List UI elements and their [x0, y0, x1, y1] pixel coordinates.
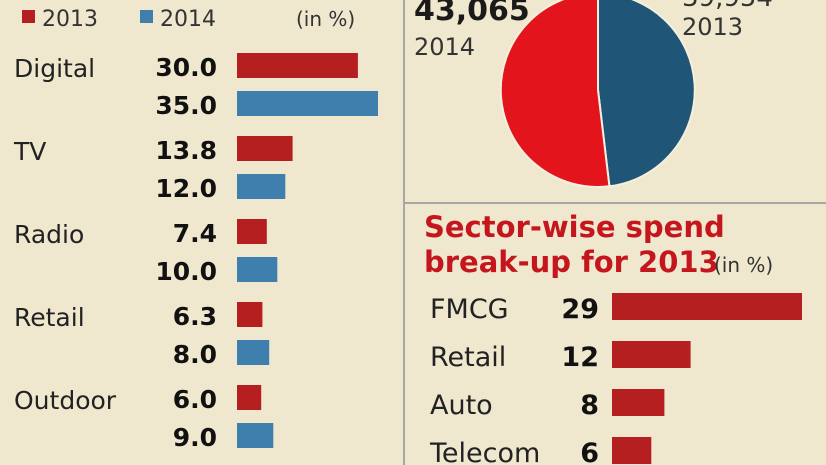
data-label: 9.0	[173, 423, 217, 452]
sector-title-line-1: Sector-wise spend	[424, 210, 725, 244]
sector-data-label: 6	[580, 438, 599, 465]
sector-data-label: 29	[561, 294, 599, 325]
category-label: Radio	[14, 220, 84, 249]
bar-2014	[237, 174, 286, 199]
data-label: 6.3	[173, 302, 217, 331]
sector-bar	[612, 341, 691, 368]
data-label: 10.0	[155, 257, 217, 286]
pie-year-2013: 2013	[682, 13, 743, 41]
media-bar-chart: Digital 30.0 35.0 TV 13.8 12.0 Radio 7.4 10.0 Ret…	[13, 53, 378, 452]
sector-category-label: Retail	[430, 342, 506, 373]
sector-category-label: FMCG	[430, 294, 509, 325]
total-spend-pie-chart: 43,065 2014 39,954 2013	[414, 0, 773, 188]
sector-bar	[612, 389, 665, 416]
data-label: 6.0	[173, 385, 217, 414]
sector-bar	[612, 293, 802, 320]
category-label: Retail	[14, 303, 85, 332]
legend-swatch-2014	[140, 10, 153, 23]
bar-2014	[237, 340, 270, 365]
bar-2013	[237, 385, 262, 410]
sector-category-label: Telecom	[429, 438, 540, 465]
sector-bar-chart: FMCG 29 Retail 12 Auto 8 Telecom 6	[429, 293, 802, 465]
unit-label-media: (in %)	[296, 7, 355, 31]
data-label: 30.0	[155, 53, 217, 82]
pie-slice-2014	[499, 0, 611, 188]
legend: 2013 2014 (in %)	[22, 7, 355, 32]
bar-2013	[237, 136, 293, 161]
data-label: 12.0	[155, 174, 217, 203]
bar-2013	[237, 219, 267, 244]
pie-slice-2013	[597, 0, 696, 188]
sector-chart-heading: Sector-wise spend break-up for 2013 (in …	[424, 210, 773, 279]
data-label: 13.8	[155, 136, 217, 165]
sector-data-label: 8	[580, 390, 599, 421]
pie-value-2013: 39,954	[682, 0, 773, 13]
unit-label-sector: (in %)	[714, 253, 773, 277]
sector-bar	[612, 437, 652, 464]
category-label: Digital	[14, 54, 95, 83]
bar-2014	[237, 91, 378, 116]
legend-label-2014: 2014	[160, 7, 216, 32]
sector-data-label: 12	[561, 342, 599, 373]
sector-title-line-2: break-up for 2013	[424, 245, 719, 279]
data-label: 35.0	[155, 91, 217, 120]
bar-2013	[237, 53, 358, 78]
pie-value-2014: 43,065	[414, 0, 530, 28]
bar-2013	[237, 302, 263, 327]
legend-swatch-2013	[22, 10, 35, 23]
data-label: 8.0	[173, 340, 217, 369]
legend-label-2013: 2013	[42, 7, 98, 32]
data-label: 7.4	[173, 219, 217, 248]
category-label: TV	[13, 137, 46, 166]
sector-category-label: Auto	[430, 390, 493, 421]
bar-2014	[237, 257, 278, 282]
bar-2014	[237, 423, 274, 448]
pie-year-2014: 2014	[414, 33, 475, 61]
category-label: Outdoor	[14, 386, 117, 415]
